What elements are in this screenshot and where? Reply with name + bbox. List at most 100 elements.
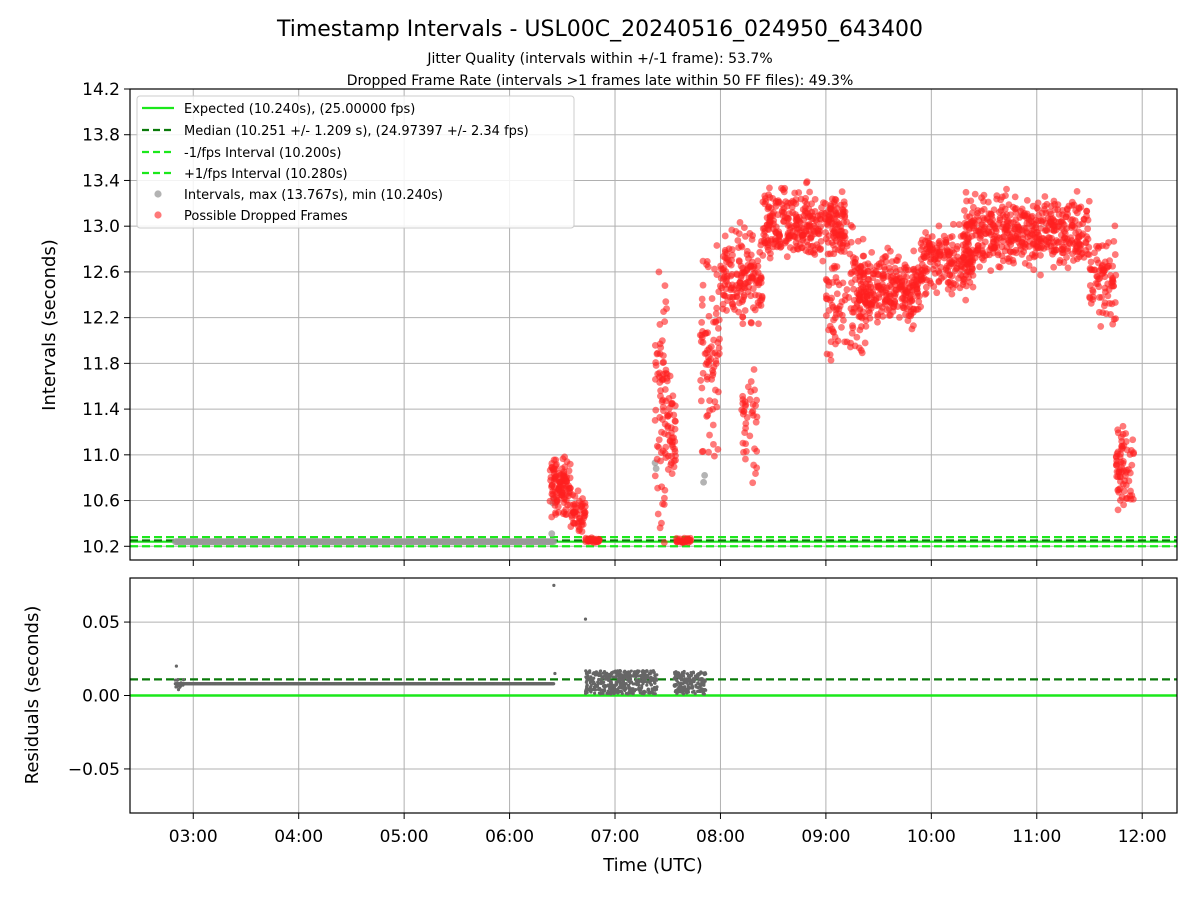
dropped-frame-point <box>909 273 916 281</box>
residual-point <box>585 676 589 680</box>
dropped-frame-point <box>582 536 590 543</box>
residual-point <box>181 678 186 682</box>
dropped-frame-point <box>770 209 778 216</box>
dropped-frame-point <box>961 207 968 214</box>
residual-point <box>598 671 603 676</box>
dropped-frame-point <box>1009 203 1017 211</box>
dropped-frame-point <box>984 198 992 206</box>
residual-point <box>645 669 649 673</box>
dropped-frame-point <box>1003 217 1011 224</box>
dropped-frame-point <box>734 237 742 244</box>
dropped-frame-point <box>698 301 706 309</box>
dropped-frame-point <box>896 314 903 321</box>
residual-point <box>646 687 650 691</box>
x-tick-label: 11:00 <box>1012 827 1061 847</box>
dropped-frame-point <box>1093 256 1101 264</box>
dropped-frame-point <box>750 270 758 278</box>
dropped-frame-point <box>892 268 900 276</box>
residual-point <box>176 677 180 682</box>
dropped-frame-point <box>822 229 830 236</box>
dropped-frame-point <box>717 262 724 270</box>
dropped-frame-point <box>741 307 749 314</box>
dropped-frame-point <box>714 445 722 453</box>
residual-point <box>643 690 647 694</box>
dropped-frame-point <box>995 220 1003 227</box>
dropped-frame-point <box>669 392 677 400</box>
dropped-frame-point <box>550 465 558 473</box>
residual-point <box>618 670 622 675</box>
residual-point <box>634 679 638 683</box>
dropped-frame-point <box>1019 212 1027 220</box>
dropped-frame-point <box>743 247 751 255</box>
dropped-frame-point <box>867 300 875 308</box>
intervals-y-ticks: 10.2 10.6 11.0 11.4 11.8 12.2 12.6 13.0 13.4 13.8… <box>82 80 130 557</box>
dropped-frame-point <box>709 421 717 429</box>
residual-point <box>645 680 649 684</box>
dropped-frame-point <box>987 210 995 218</box>
residual-point <box>695 676 700 680</box>
dropped-frame-point <box>713 242 721 249</box>
dropped-frame-point <box>986 218 994 226</box>
dropped-frame-point <box>857 285 865 293</box>
residual-point <box>636 682 640 686</box>
dropped-frame-point <box>974 242 982 249</box>
dropped-frame-point <box>883 306 891 314</box>
residual-point <box>611 675 615 679</box>
dropped-frame-point <box>840 248 848 255</box>
dropped-frame-point <box>879 274 887 282</box>
dropped-frame-point <box>1040 235 1048 243</box>
residual-point <box>610 670 614 675</box>
dropped-frame-point <box>993 192 1001 200</box>
dropped-frame-point <box>829 226 836 234</box>
residual-point <box>633 670 637 675</box>
dropped-frame-point <box>840 316 847 324</box>
dropped-frame-point <box>670 463 678 471</box>
dropped-frame-point <box>730 286 738 294</box>
dropped-frame-point <box>970 216 978 224</box>
dropped-frame-point <box>563 510 571 518</box>
dropped-frame-point <box>802 228 810 235</box>
interval-point <box>550 538 558 546</box>
residual-point <box>626 675 630 679</box>
dropped-frame-point <box>895 253 902 261</box>
dropped-frame-point <box>976 229 984 236</box>
dropped-frame-point <box>864 283 872 291</box>
dropped-frame-point <box>990 244 998 252</box>
dropped-frame-point <box>1111 222 1119 230</box>
dropped-frame-point <box>709 369 717 377</box>
dropped-frame-point <box>661 486 669 494</box>
dropped-frame-point <box>714 339 722 346</box>
residuals-x-ticks: 03:00 04:00 05:00 06:00 07:00 08:00 09:00 10:00… <box>169 813 1167 847</box>
dropped-frame-point <box>822 235 830 243</box>
dropped-frame-point <box>654 510 662 518</box>
dropped-frame-point <box>786 244 794 251</box>
dropped-frame-point <box>1089 293 1097 301</box>
dropped-frame-point <box>1107 310 1114 318</box>
residual-point <box>701 681 706 685</box>
residual-point <box>645 683 649 687</box>
dropped-frame-point <box>946 278 954 286</box>
intervals-y-axis-label: Intervals (seconds) <box>39 239 60 411</box>
dropped-frame-point <box>966 249 973 257</box>
dropped-frame-point <box>1037 271 1044 279</box>
residual-point <box>694 683 698 687</box>
dropped-frame-point <box>1037 224 1045 232</box>
dropped-frame-point <box>757 279 765 286</box>
legend-item-dropped: Possible Dropped Frames <box>154 209 348 224</box>
dropped-frame-point <box>978 247 986 255</box>
dropped-frame-point <box>966 268 973 275</box>
residual-point <box>583 617 588 621</box>
dropped-frame-point <box>557 484 565 491</box>
dropped-frame-point <box>548 460 556 467</box>
chart-title: Timestamp Intervals - USL00C_20240516_02… <box>276 17 923 42</box>
dropped-frame-point <box>822 312 830 320</box>
dropped-frame-point <box>965 219 973 227</box>
residual-point <box>583 691 588 696</box>
residual-point <box>679 681 683 685</box>
dropped-frame-point <box>817 237 825 245</box>
dropped-frame-point <box>751 445 758 453</box>
residual-point <box>674 672 679 676</box>
dropped-frame-point <box>1010 259 1017 267</box>
x-tick-label: 10:00 <box>907 827 956 847</box>
dropped-frame-point <box>742 455 749 463</box>
